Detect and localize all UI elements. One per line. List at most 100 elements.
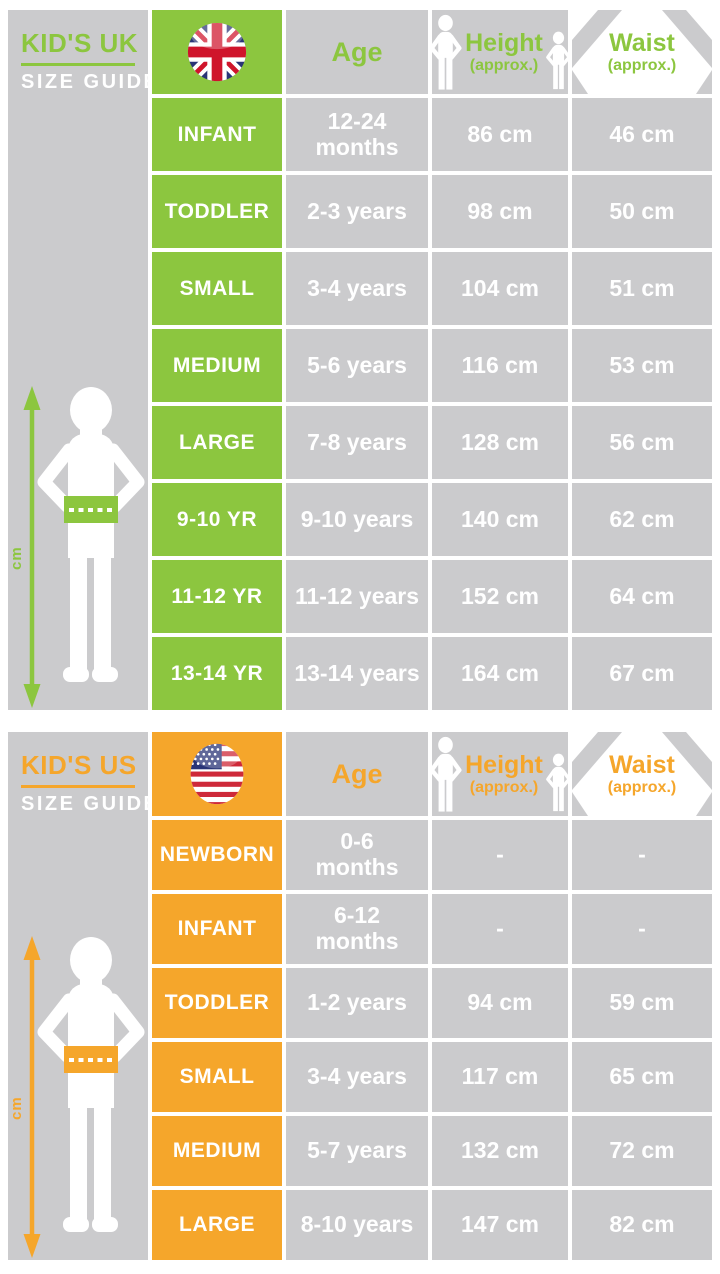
waist-cell: 50 cm <box>572 175 712 248</box>
age-cell: 5-6 years <box>286 329 428 402</box>
waist-cell: 53 cm <box>572 329 712 402</box>
age-cell: 2-3 years <box>286 175 428 248</box>
child-silhouette-icon: cm <box>8 936 145 1258</box>
us-subtitle: SIZE GUIDE <box>21 793 160 816</box>
person-tall-icon <box>429 14 462 90</box>
uk-waist-approx-label: (approx.) <box>607 56 677 74</box>
us-title-rule <box>21 785 135 789</box>
height-cell: 132 cm <box>432 1116 568 1186</box>
size-cell: MEDIUM <box>152 329 282 402</box>
size-cell: INFANT <box>152 98 282 171</box>
table-row: SMALL 3-4 years 117 cm 65 cm <box>152 1042 712 1112</box>
us-waist-column-header: Waist (approx.) <box>572 732 712 816</box>
size-cell: TODDLER <box>152 968 282 1038</box>
height-cell: 128 cm <box>432 406 568 479</box>
waist-cell: 62 cm <box>572 483 712 556</box>
height-cell: 98 cm <box>432 175 568 248</box>
size-cell: 11-12 YR <box>152 560 282 633</box>
table-row: 9-10 YR 9-10 years 140 cm 62 cm <box>152 483 712 556</box>
uk-flag-cell <box>152 10 282 94</box>
uk-age-header-label: Age <box>331 36 383 67</box>
us-cm-label: cm <box>8 1096 25 1120</box>
waist-cell: 65 cm <box>572 1042 712 1112</box>
table-row: SMALL 3-4 years 104 cm 51 cm <box>152 252 712 325</box>
us-height-header-label: Height <box>465 750 543 779</box>
size-cell: NEWBORN <box>152 820 282 890</box>
age-cell: 9-10 years <box>286 483 428 556</box>
height-cell: 147 cm <box>432 1190 568 1260</box>
us-age-header-label: Age <box>331 758 383 789</box>
us-flag-cell <box>152 732 282 816</box>
size-cell: SMALL <box>152 252 282 325</box>
table-row: LARGE 7-8 years 128 cm 56 cm <box>152 406 712 479</box>
size-cell: INFANT <box>152 894 282 964</box>
person-short-icon <box>546 753 571 812</box>
uk-height-header-label: Height <box>465 28 543 57</box>
height-cell: 164 cm <box>432 637 568 710</box>
height-cell: 117 cm <box>432 1042 568 1112</box>
height-cell: 152 cm <box>432 560 568 633</box>
uk-waist-column-header: Waist (approx.) <box>572 10 712 94</box>
table-row: INFANT 12-24 months 86 cm 46 cm <box>152 98 712 171</box>
height-cell: 104 cm <box>432 252 568 325</box>
table-row: INFANT 6-12 months - - <box>152 894 712 964</box>
uk-title-block: KID'S UK SIZE GUIDE <box>8 10 160 94</box>
size-cell: TODDLER <box>152 175 282 248</box>
height-cell: - <box>432 894 568 964</box>
waist-cell: 51 cm <box>572 252 712 325</box>
waist-cell: - <box>572 894 712 964</box>
table-row: TODDLER 1-2 years 94 cm 59 cm <box>152 968 712 1038</box>
uk-waist-header-label: Waist <box>609 28 675 57</box>
age-cell: 13-14 years <box>286 637 428 710</box>
person-short-icon <box>546 31 571 90</box>
age-cell: 12-24 months <box>286 98 428 171</box>
size-cell: 9-10 YR <box>152 483 282 556</box>
waist-cell: 82 cm <box>572 1190 712 1260</box>
table-row: 13-14 YR 13-14 years 164 cm 67 cm <box>152 637 712 710</box>
us-height-approx-label: (approx.) <box>469 778 539 796</box>
age-cell: 0-6 months <box>286 820 428 890</box>
size-cell: SMALL <box>152 1042 282 1112</box>
size-cell: LARGE <box>152 406 282 479</box>
age-cell: 8-10 years <box>286 1190 428 1260</box>
uk-cm-label: cm <box>8 546 25 570</box>
height-cell: 94 cm <box>432 968 568 1038</box>
uk-flag-icon <box>187 22 247 82</box>
uk-left-panel: KID'S UK SIZE GUIDE <box>8 10 160 710</box>
age-cell: 3-4 years <box>286 1042 428 1112</box>
us-size-guide-section: KID'S US SIZE GUIDE <box>8 732 712 1260</box>
waist-cell: 64 cm <box>572 560 712 633</box>
us-age-column-header: Age <box>286 732 428 816</box>
size-cell: LARGE <box>152 1190 282 1260</box>
uk-height-approx-label: (approx.) <box>469 56 539 74</box>
uk-size-guide-section: KID'S UK SIZE GUIDE <box>8 10 712 710</box>
size-cell: MEDIUM <box>152 1116 282 1186</box>
torso-icon <box>572 10 712 94</box>
waist-cell: 72 cm <box>572 1116 712 1186</box>
us-flag-icon <box>190 743 244 805</box>
uk-table: Age Height (approx.) <box>152 10 712 710</box>
age-cell: 6-12 months <box>286 894 428 964</box>
table-row: LARGE 8-10 years 147 cm 82 cm <box>152 1190 712 1260</box>
size-cell: 13-14 YR <box>152 637 282 710</box>
height-cell: 140 cm <box>432 483 568 556</box>
waist-cell: 56 cm <box>572 406 712 479</box>
uk-header-row: Age Height (approx.) <box>152 10 712 94</box>
age-cell: 3-4 years <box>286 252 428 325</box>
us-header-row: Age Height (approx.) <box>152 732 712 816</box>
table-row: NEWBORN 0-6 months - - <box>152 820 712 890</box>
torso-icon <box>572 732 712 816</box>
waist-cell: 46 cm <box>572 98 712 171</box>
uk-age-column-header: Age <box>286 10 428 94</box>
height-cell: - <box>432 820 568 890</box>
us-table: Age Height (approx.) <box>152 732 712 1260</box>
us-title: KID'S US <box>21 750 137 780</box>
child-silhouette-icon: cm <box>8 386 145 708</box>
table-row: MEDIUM 5-6 years 116 cm 53 cm <box>152 329 712 402</box>
uk-height-column-header: Height (approx.) <box>429 10 571 94</box>
uk-subtitle: SIZE GUIDE <box>21 71 160 94</box>
table-row: TODDLER 2-3 years 98 cm 50 cm <box>152 175 712 248</box>
us-waist-header-label: Waist <box>609 750 675 779</box>
uk-title-rule <box>21 63 135 67</box>
